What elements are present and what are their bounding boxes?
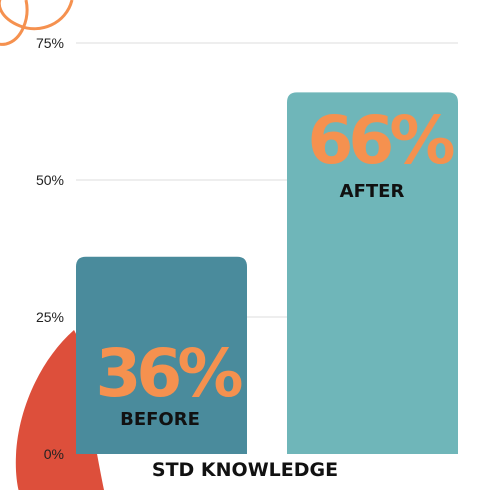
bar-before xyxy=(76,256,247,454)
y-tick-label: 50% xyxy=(36,172,64,188)
value-label-after: 66% xyxy=(308,102,455,179)
category-label-before: BEFORE xyxy=(120,409,200,430)
bar-labels: 36% 66% BEFORE AFTER xyxy=(96,102,460,430)
value-label-before: 36% xyxy=(96,335,243,412)
category-label-after: AFTER xyxy=(340,181,405,202)
x-axis-title: STD KNOWLEDGE xyxy=(152,459,338,481)
bars xyxy=(76,92,458,454)
bar-after xyxy=(287,92,458,454)
y-tick-label: 25% xyxy=(36,309,64,325)
y-tick-label: 75% xyxy=(36,35,64,51)
y-tick-label: 0% xyxy=(44,446,64,462)
orange-swirl-icon xyxy=(0,0,74,46)
y-axis-ticks: 0% 25% 50% 75% xyxy=(36,35,64,462)
